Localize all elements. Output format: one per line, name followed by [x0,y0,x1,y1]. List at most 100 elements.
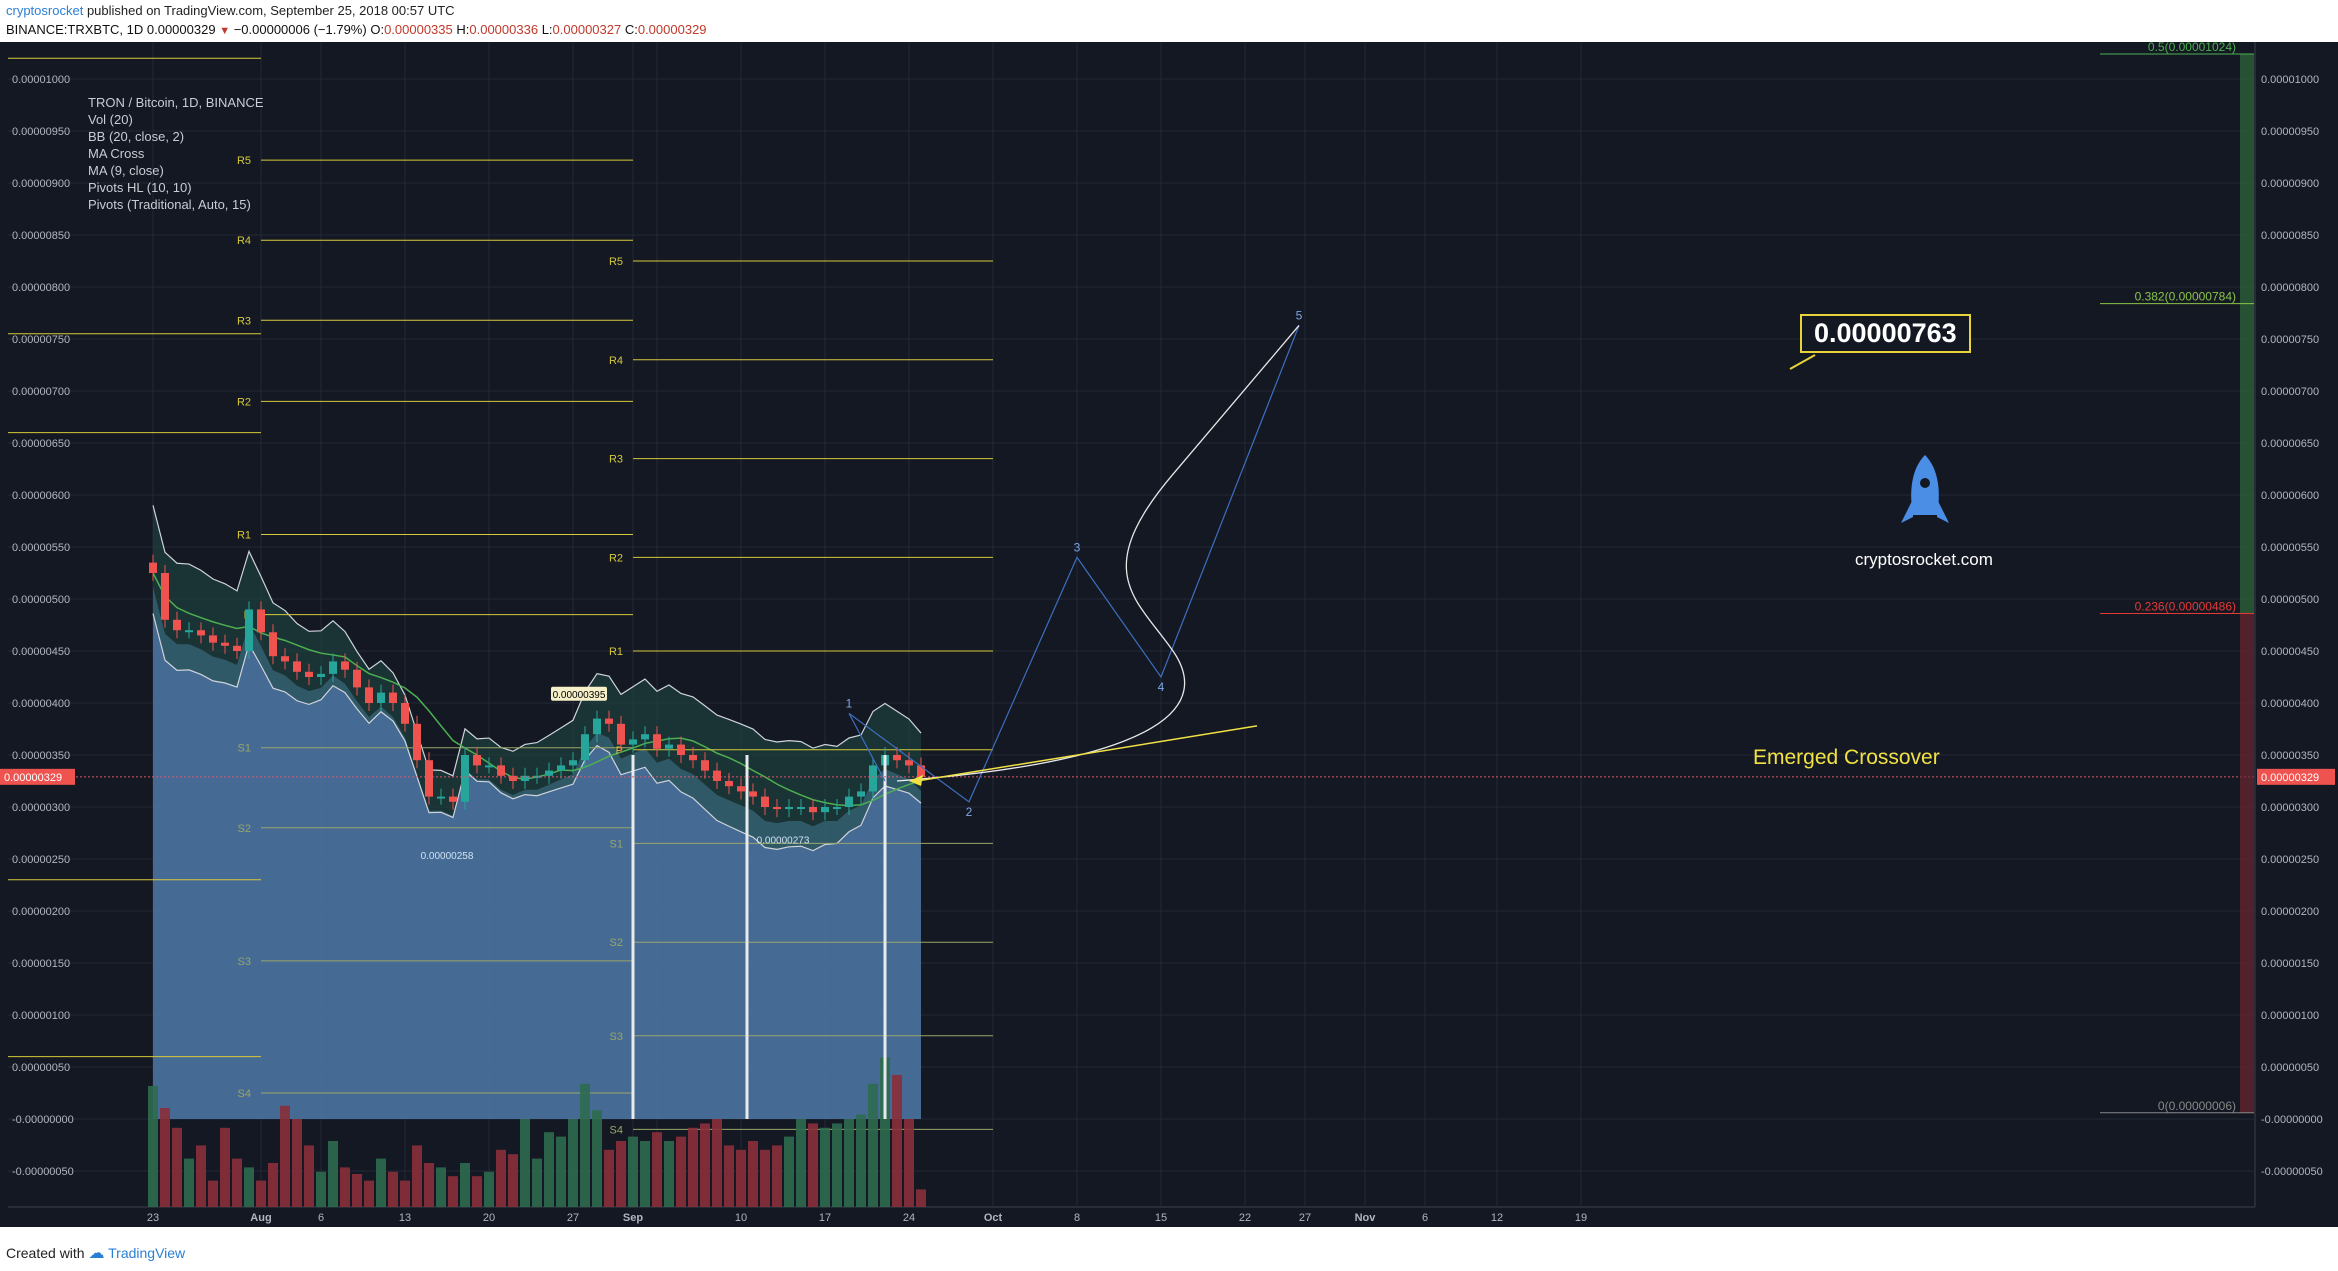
chart-svg[interactable]: 0.00001000 0.00001000 0.00000950 0.00000950… [0,40,2338,1227]
target-price-label: 0.00000763 [1800,314,1971,353]
candle-body [245,609,253,651]
candle-body [173,619,181,631]
volume-bar [652,1132,662,1207]
volume-bar [664,1141,674,1207]
volume-bar [232,1158,242,1207]
candle-body [869,765,877,792]
tradingview-logo-icon: ☁ [88,1245,105,1262]
symbol-label: BINANCE:TRXBTC, 1D [6,22,144,37]
volume-bar [160,1108,170,1207]
candle-body [473,755,481,766]
chart-panel[interactable]: 0.00001000 0.00001000 0.00000950 0.00000950… [0,40,2338,1227]
pivot-level-label: R4 [237,235,251,247]
legend-item[interactable]: Vol (20) [88,112,133,127]
fib-level-label: 0.382(0.00000784) [2135,290,2236,304]
volume-bar [448,1176,458,1207]
candle-body [593,718,601,735]
y-tick-label-left: 0.00000400 [12,698,70,710]
y-tick-label-right: 0.00000750 [2261,334,2319,346]
volume-bar [844,1119,854,1207]
legend-item[interactable]: Pivots (Traditional, Auto, 15) [88,197,251,212]
pivot-level-label: S2 [238,823,251,835]
legend-item[interactable]: MA (9, close) [88,163,164,178]
candle-body [665,744,673,749]
x-tick-label: 12 [1491,1212,1503,1224]
volume-bar [292,1119,302,1207]
pivot-level-label: R5 [237,155,251,167]
volume-bar [460,1163,470,1207]
pivot-level-label: R4 [609,355,623,367]
volume-bar [424,1163,434,1207]
y-tick-label-left: 0.00000750 [12,334,70,346]
volume-bar [724,1145,734,1207]
x-tick-label: 10 [735,1212,747,1224]
wave-label: 3 [1074,540,1081,554]
y-tick-label-right: 0.00000250 [2261,854,2319,866]
y-tick-label-right: 0.00000100 [2261,1010,2319,1022]
candle-body [725,781,733,787]
candle-body [917,765,925,777]
candle-body [185,630,193,633]
candle-body [353,669,361,688]
volume-bar [868,1083,878,1207]
candle-body [413,723,421,761]
volume-bar [880,1057,890,1207]
projection-curve [896,325,1300,782]
volume-bar [628,1136,638,1207]
y-tick-label-right: 0.00000600 [2261,490,2319,502]
volume-bar [256,1180,266,1207]
wave-label: 5 [1296,308,1303,322]
legend-item[interactable]: TRON / Bitcoin, 1D, BINANCE [88,95,264,110]
wave-label: 2 [966,805,973,819]
candle-body [461,755,469,802]
y-tick-label-left: 0.00000550 [12,542,70,554]
candle-body [581,734,589,761]
candle-body [689,755,697,761]
volume-bar [328,1141,338,1207]
candle-body [713,770,721,781]
volume-bar [544,1132,554,1207]
tradingview-brand-link[interactable]: TradingView [108,1245,186,1261]
pivot-level-label: S4 [238,1088,251,1100]
current-price-tag-left [0,768,75,785]
candle-body [449,796,457,802]
y-tick-label-left: 0.00000350 [12,750,70,762]
x-tick-label: 15 [1155,1212,1167,1224]
legend-item[interactable]: Pivots HL (10, 10) [88,180,192,195]
y-tick-label-left: 0.00000450 [12,646,70,658]
current-price-value-right: 0.00000329 [2261,772,2319,784]
y-tick-label-right: 0.00000450 [2261,646,2319,658]
close-label: C: [624,22,638,37]
price-axis-area [2255,42,2338,1227]
open-label: O: [370,22,385,37]
x-tick-label: 27 [567,1212,579,1224]
y-tick-label-right: 0.00000650 [2261,438,2319,450]
x-tick-label: 13 [399,1212,411,1224]
candle-body [293,661,301,672]
y-tick-label-right: 0.00000150 [2261,958,2319,970]
volume-bar [832,1123,842,1207]
y-tick-label-right: 0.00000550 [2261,542,2319,554]
candle-body [317,673,325,677]
x-tick-label: Sep [623,1212,643,1224]
volume-bar [484,1171,494,1207]
candle-body [329,661,337,674]
y-tick-label-right: 0.00000700 [2261,386,2319,398]
y-tick-label-right: -0.00000000 [2261,1114,2323,1126]
volume-bar [316,1171,326,1207]
legend-item[interactable]: MA Cross [88,146,145,161]
low-value: 0.00000327 [552,22,622,37]
publisher-link[interactable]: cryptosrocket [6,3,84,18]
x-tick-label: 8 [1074,1212,1080,1224]
x-tick-label: 22 [1239,1212,1251,1224]
open-value: 0.00000335 [384,22,453,37]
legend-item[interactable]: BB (20, close, 2) [88,129,185,144]
volume-bar [352,1174,362,1207]
volume-bar [508,1154,518,1207]
volume-bar [808,1123,818,1207]
x-tick-label: Oct [984,1212,1003,1224]
volume-bar [148,1086,158,1207]
y-tick-label-left: 0.00000300 [12,802,70,814]
volume-bar [772,1145,782,1207]
crossover-arrow-head [909,775,923,786]
